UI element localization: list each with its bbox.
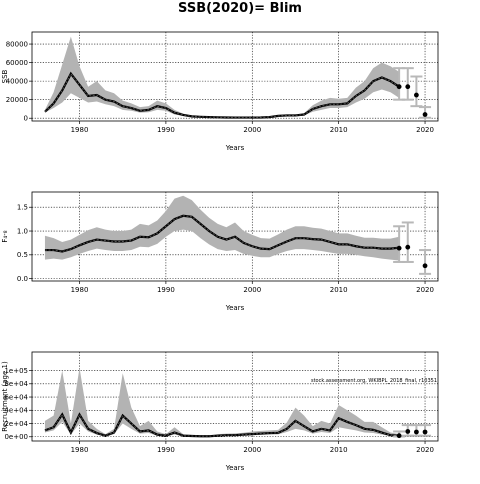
x-tick-label: 1980 bbox=[71, 126, 89, 134]
y-tick-label: 2e+04 bbox=[4, 420, 28, 428]
forecast-point bbox=[396, 433, 402, 439]
y-tick-label: 1.0 bbox=[17, 227, 28, 235]
x-tick-label: 2020 bbox=[416, 286, 434, 294]
y-tick-label: 0.5 bbox=[17, 251, 28, 259]
confidence-band bbox=[44, 36, 400, 118]
y-axis-label: SSB bbox=[1, 69, 9, 83]
x-tick-label: 2000 bbox=[243, 126, 261, 134]
forecast-point bbox=[414, 429, 419, 435]
y-tick-label: 60000 bbox=[6, 59, 28, 67]
y-tick-label: 1e+05 bbox=[4, 367, 28, 375]
forecast-point bbox=[422, 112, 428, 117]
y-tick-label: 0 bbox=[24, 115, 28, 123]
forecast-point bbox=[422, 429, 428, 435]
recruitment-panel: 1980 1990 2000 2010 2020 0e+00 2e+04 4e+04 6e+04… bbox=[1, 351, 439, 472]
x-tick-label: 2010 bbox=[330, 446, 348, 454]
y-tick-label: 40000 bbox=[6, 78, 28, 86]
y-tick-label: 0e+00 bbox=[4, 433, 28, 441]
y-tick-label: 80000 bbox=[6, 40, 28, 48]
x-axis-label: Years bbox=[225, 304, 245, 312]
y-axis-label: Recruitment (age 1) bbox=[1, 361, 9, 432]
forecast-point bbox=[414, 92, 419, 98]
y-axis-label: F₄-₈ bbox=[1, 230, 9, 242]
confidence-band bbox=[44, 367, 400, 437]
y-tick-label: 4e+04 bbox=[4, 407, 28, 415]
forecast-point bbox=[396, 245, 402, 251]
x-tick-label: 1980 bbox=[71, 446, 89, 454]
forecast-point bbox=[405, 84, 411, 90]
median-line-dash bbox=[44, 215, 400, 252]
x-tick-label: 2020 bbox=[416, 446, 434, 454]
y-tick-label: 8e+04 bbox=[4, 380, 28, 388]
x-tick-label: 1980 bbox=[71, 286, 89, 294]
forecast-point bbox=[405, 429, 411, 434]
x-tick-label: 2000 bbox=[243, 286, 261, 294]
fishing-mortality-panel: 1980 1990 2000 2010 2020 0.0 0.5 1.0 1.5 Years F₄-… bbox=[1, 191, 439, 312]
y-tick-label: 20000 bbox=[6, 96, 28, 104]
median-line-dash bbox=[44, 413, 400, 437]
x-axis-label: Years bbox=[225, 464, 245, 472]
plot-frame bbox=[31, 31, 439, 122]
forecast-point bbox=[422, 263, 428, 269]
median-line-dash bbox=[44, 72, 400, 119]
x-tick-label: 2010 bbox=[330, 286, 348, 294]
ssb-panel: 1980 1990 2000 2010 2020 0 20000 40000 60000 8000… bbox=[1, 31, 439, 152]
x-tick-label: 2010 bbox=[330, 126, 348, 134]
y-tick-label: 6e+04 bbox=[4, 393, 28, 401]
x-tick-label: 2020 bbox=[416, 126, 434, 134]
plot-frame bbox=[31, 191, 439, 282]
plot-frame bbox=[31, 351, 439, 442]
figure-title: SSB(2020)= Blim bbox=[178, 1, 302, 16]
x-tick-label: 1990 bbox=[157, 126, 175, 134]
source-annotation: stock.assessment.org, WKIBPL_2018_final,… bbox=[311, 378, 437, 384]
forecast-point bbox=[405, 244, 411, 250]
x-tick-label: 1990 bbox=[157, 286, 175, 294]
x-axis-label: Years bbox=[225, 144, 245, 152]
y-tick-label: 1.5 bbox=[17, 204, 28, 212]
x-tick-label: 1990 bbox=[157, 446, 175, 454]
forecast-point bbox=[396, 84, 402, 90]
y-tick-label: 0.0 bbox=[17, 275, 28, 283]
x-tick-label: 2000 bbox=[243, 446, 261, 454]
confidence-band bbox=[44, 195, 400, 261]
